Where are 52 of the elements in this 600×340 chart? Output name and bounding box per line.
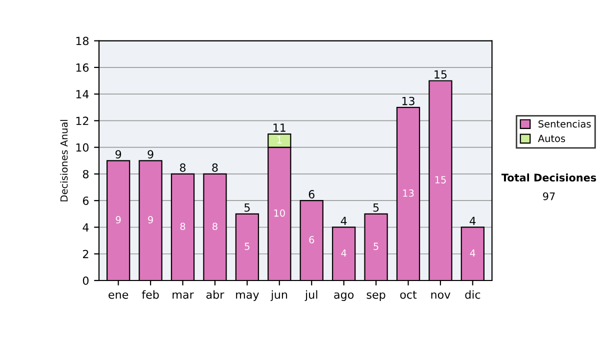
y-tick-label: 6 <box>82 196 89 205</box>
data-label: 4 <box>341 249 346 257</box>
x-tick-label: nov <box>431 292 450 299</box>
y-tick-label: 10 <box>76 143 89 152</box>
y-tick-label: 16 <box>76 63 89 72</box>
x-tick-label: jul <box>304 290 318 301</box>
data-label: 6 <box>309 236 314 244</box>
data-label: 4 <box>470 249 476 257</box>
text: 97 <box>543 192 555 200</box>
y-tick-label: 12 <box>76 116 88 125</box>
data-label: 5 <box>244 242 250 250</box>
y-tick-label: 14 <box>76 90 89 98</box>
total-label: 6 <box>308 190 314 198</box>
data-label: 8 <box>180 222 186 230</box>
total-label: 5 <box>373 204 379 212</box>
y-tick-label: 18 <box>76 36 89 46</box>
y-axis-title: Decisiones Anual <box>60 120 68 202</box>
total-label: 5 <box>244 204 250 212</box>
total-label: 11 <box>274 124 286 132</box>
y-tick-label: 8 <box>82 170 89 178</box>
total-label: 8 <box>212 163 218 172</box>
x-tick-label: jun <box>270 290 288 301</box>
legend-label: Autos <box>538 134 566 142</box>
data-label: 9 <box>116 216 121 224</box>
x-tick-label: dic <box>465 290 480 299</box>
y-tick-label: 0 <box>82 276 89 285</box>
data-label: 15 <box>435 176 446 184</box>
data-label: 5 <box>374 242 378 250</box>
x-tick-label: ene <box>108 292 128 299</box>
total-label: 13 <box>402 96 414 106</box>
total-label: 15 <box>434 70 447 79</box>
text: Total Decisiones <box>501 173 596 182</box>
total-label: 9 <box>115 150 122 158</box>
data-label: 8 <box>212 222 218 230</box>
data-label: 10 <box>274 209 285 217</box>
data-label: 1 <box>277 136 282 144</box>
total-label: 8 <box>180 163 186 172</box>
total-label: 4 <box>340 216 347 225</box>
y-tick-label: 2 <box>83 250 88 258</box>
data-label: 9 <box>148 216 153 224</box>
total-label: 9 <box>148 150 154 158</box>
x-tick-label: may <box>236 292 259 301</box>
legend-label: Sentencias <box>538 120 591 128</box>
x-tick-label: sep <box>366 292 386 301</box>
x-tick-label: mar <box>172 292 194 299</box>
x-tick-label: oct <box>400 290 417 299</box>
total-label: 4 <box>470 216 476 225</box>
y-tick-label: 4 <box>82 223 89 232</box>
x-tick-label: ago <box>334 292 354 301</box>
x-tick-label: abr <box>206 290 224 299</box>
x-tick-label: feb <box>142 290 159 299</box>
data-label: 13 <box>403 189 414 197</box>
